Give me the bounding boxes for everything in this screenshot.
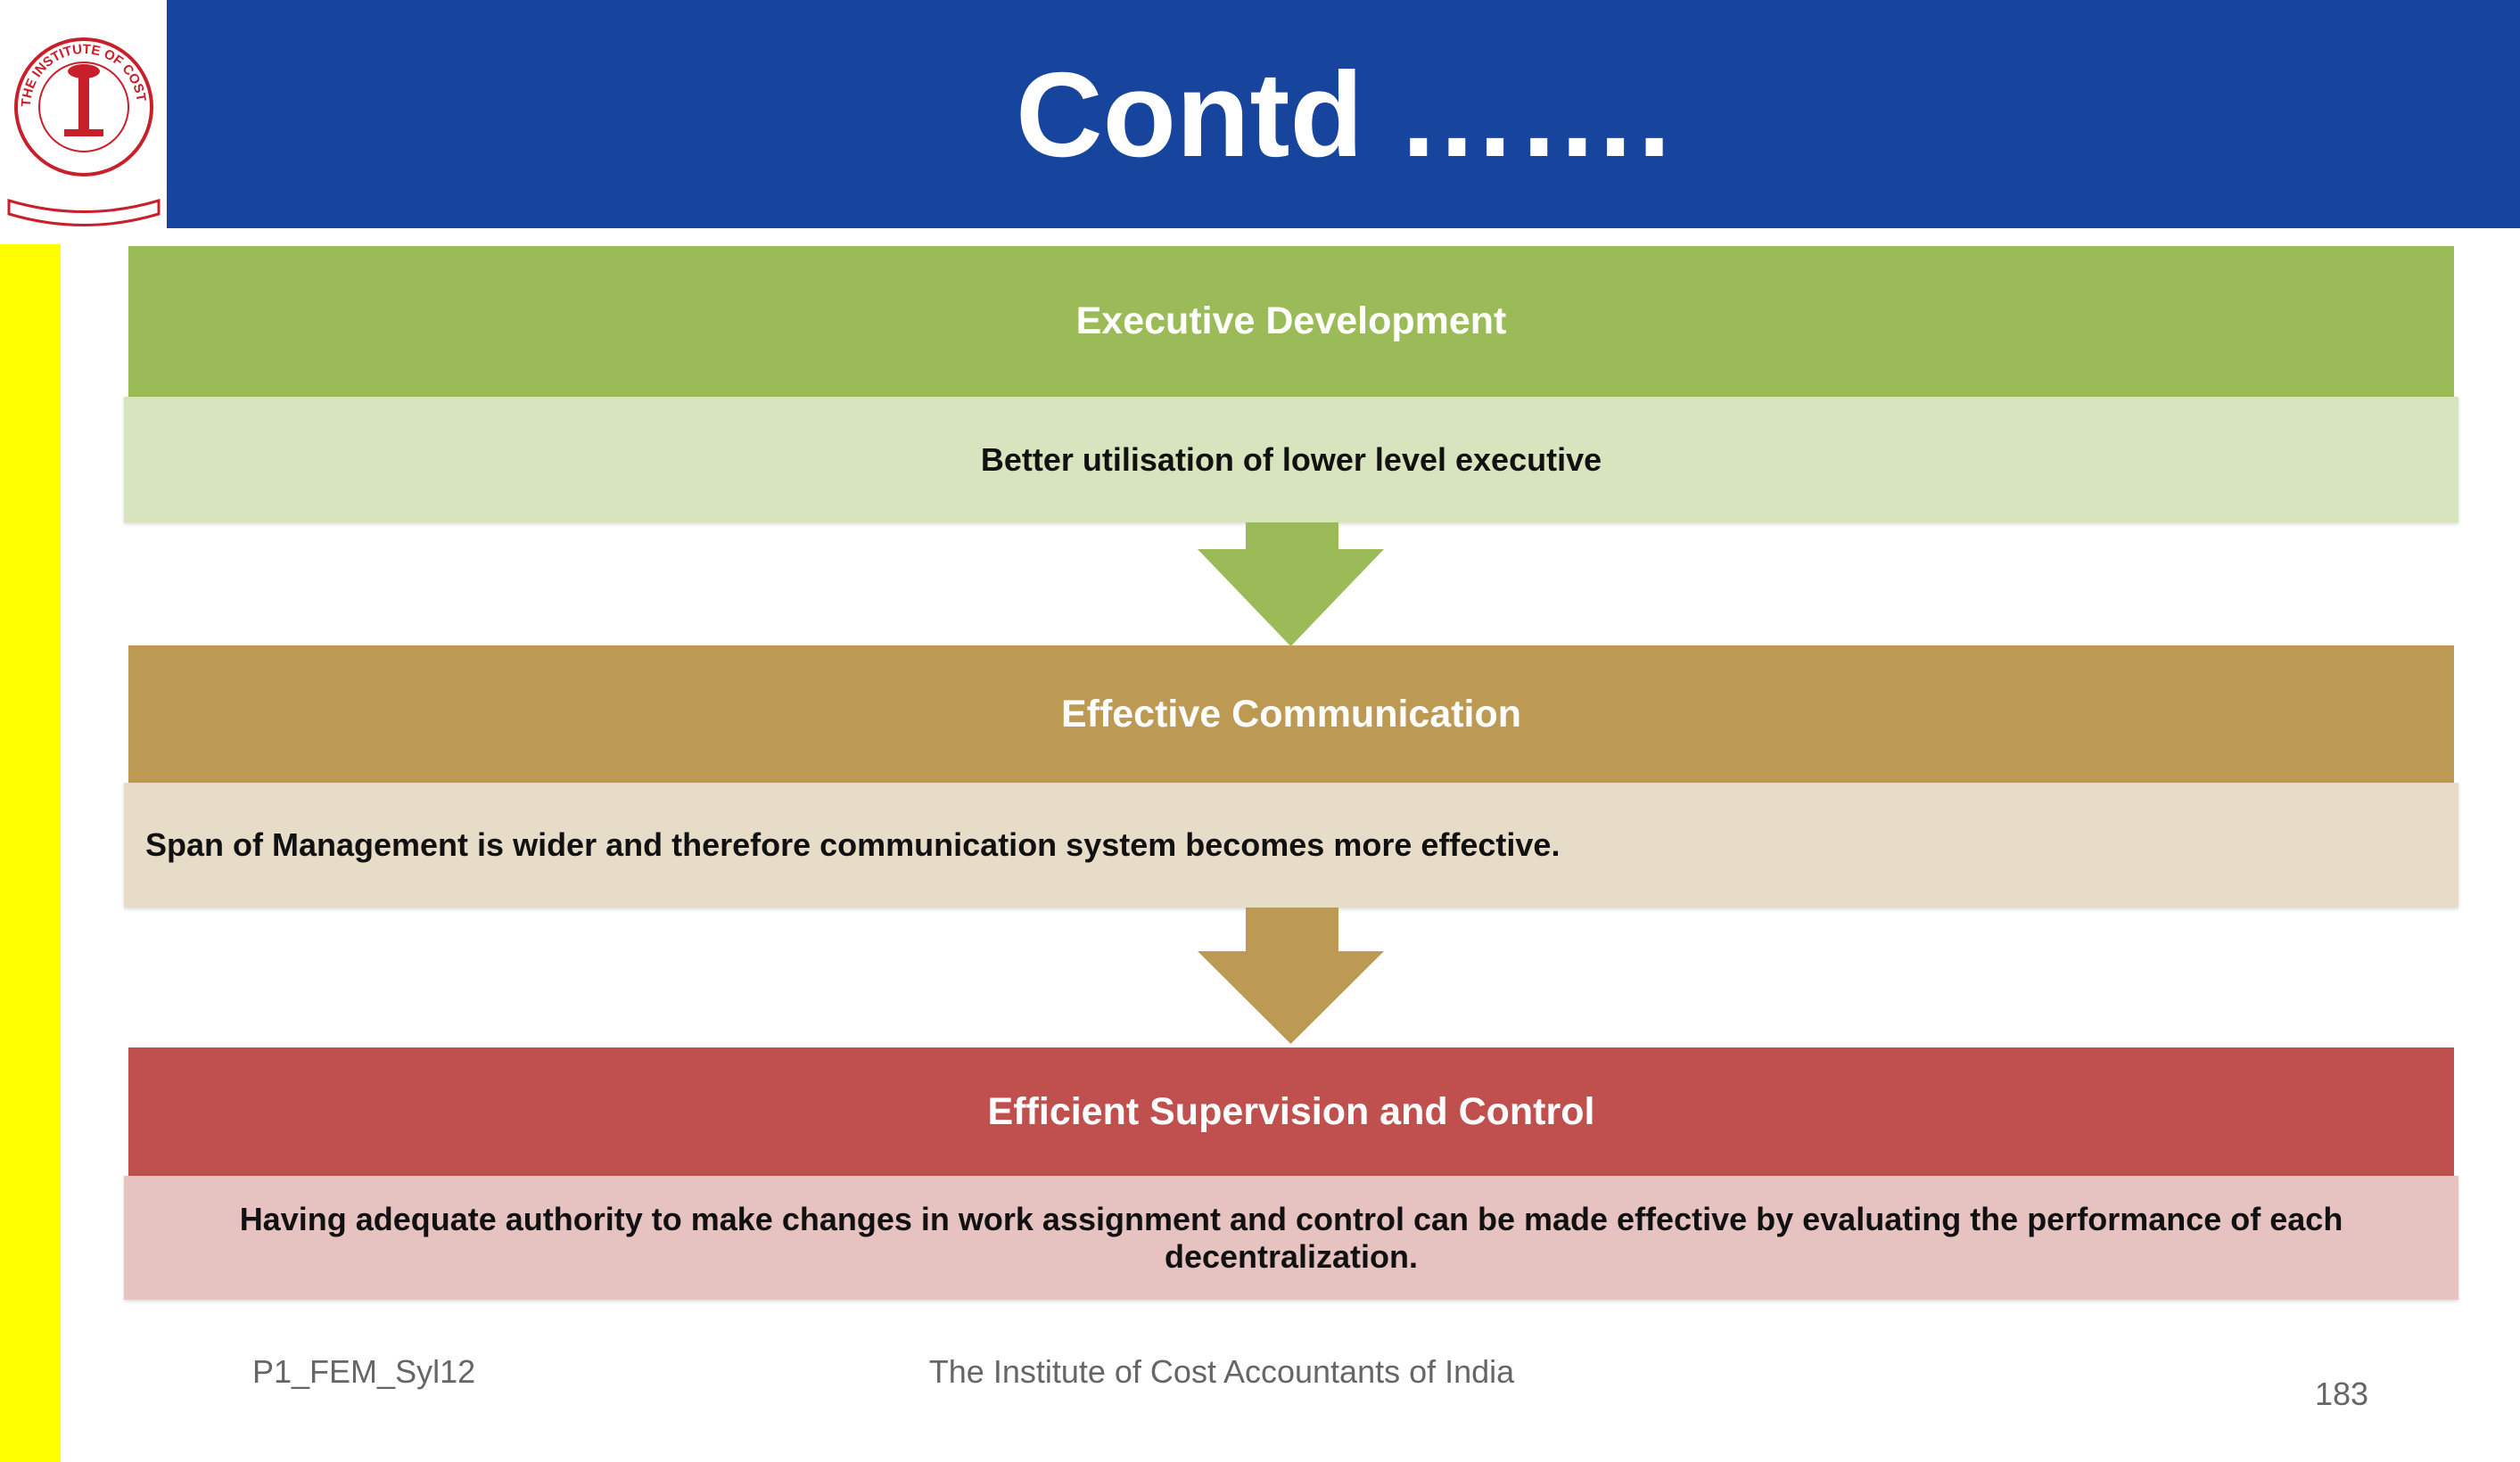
step-description: Better utilisation of lower level execut…: [124, 397, 2458, 522]
arrow: [1198, 522, 1384, 646]
logo-banner: [7, 198, 161, 226]
step-header: Executive Development: [128, 246, 2454, 397]
arrow: [1198, 908, 1384, 1044]
step-header: Effective Communication: [128, 645, 2454, 783]
step-header: Efficient Supervision and Control: [128, 1047, 2454, 1176]
step-title: Effective Communication: [1060, 692, 1522, 735]
logo-lamp-base: [64, 129, 103, 136]
step-title: Executive Development: [1075, 300, 1507, 342]
step-title: Efficient Supervision and Control: [987, 1089, 1595, 1133]
page-number: 183: [2315, 1376, 2369, 1412]
step-text: Span of Management is wider and therefor…: [145, 826, 1561, 863]
side-bar: [0, 244, 61, 1462]
step-text: Having adequate authority to make change…: [239, 1200, 2343, 1275]
footer-institute: The Institute of Cost Accountants of Ind…: [928, 1353, 1515, 1390]
step-description: Span of Management is wider and therefor…: [124, 783, 2458, 908]
logo-lamp: [78, 76, 89, 129]
footer-code: P1_FEM_Syl12: [252, 1353, 476, 1390]
step-text: Better utilisation of lower level execut…: [980, 440, 1602, 478]
slide-title: Contd …….: [1016, 46, 1671, 182]
logo: THE INSTITUTE OF COST ACCOUNTANTS OF IND…: [0, 0, 161, 226]
logo-inner-ring: [38, 62, 129, 152]
header-bar: Contd …….: [167, 0, 2520, 228]
logo-lamp-top: [68, 64, 100, 78]
step-description: Having adequate authority to make change…: [124, 1176, 2458, 1300]
